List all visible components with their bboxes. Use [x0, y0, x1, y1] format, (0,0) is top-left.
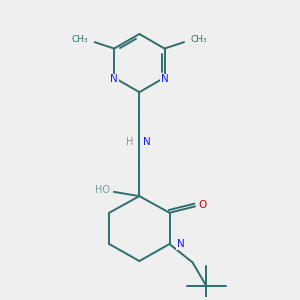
Text: HO: HO [95, 185, 110, 195]
Text: N: N [161, 74, 168, 84]
Text: CH₃: CH₃ [190, 35, 207, 44]
Text: CH₃: CH₃ [72, 35, 88, 44]
Text: N: N [143, 137, 151, 147]
Text: N: N [177, 239, 184, 249]
Text: H: H [126, 137, 133, 147]
Text: O: O [198, 200, 206, 210]
Text: N: N [110, 74, 118, 84]
